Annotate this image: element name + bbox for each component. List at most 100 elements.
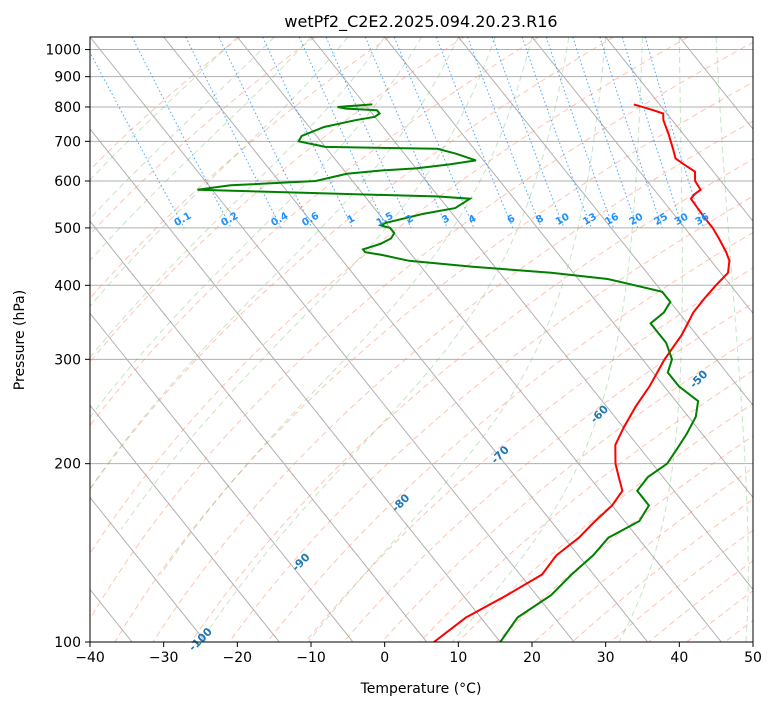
dry-adiabat-line [90,37,614,490]
mixing-ratio-line [435,37,514,229]
y-tick-label: 300 [54,352,81,368]
x-axis-ticks: −40 −30 −20 −10 0 10 20 30 40 50 [75,642,762,666]
mixing-ratio-line [185,37,282,229]
moist-adiabat-line [307,37,607,642]
dry-adiabat-line [381,336,753,642]
dry-adiabat-line [343,302,753,642]
moist-adiabat-line [451,37,643,642]
isotherm-line [752,37,753,38]
dry-adiabat-line [90,37,465,363]
moist-adiabat-line [715,37,749,642]
moist-adiabat-line [618,37,683,642]
profile-lines [197,103,731,642]
mixing-ratio-line [545,37,614,229]
dry-adiabat-label: -80 [389,491,412,514]
mixing-ratio-line [325,37,412,229]
mixing-ratio-label: 2 [404,213,416,226]
isotherm-line [90,128,501,642]
dry-adiabat-line [90,37,241,171]
mixing-ratio-label: 0.1 [173,211,194,229]
dry-adiabat-line [305,267,753,642]
mixing-ratio-line [644,37,705,229]
mixing-ratio-label: 4 [467,213,479,226]
isotherm-line [90,220,428,642]
dry-adiabat-line [648,560,753,642]
x-tick-label: 30 [597,650,615,666]
line-labels: 0.1 0.2 0.4 0.6 1 1.5 2 3 4 6 8 10 13 16 20 25 30 36-100-… [173,211,712,654]
mixing-ratio-label: 1 [346,213,358,226]
mixing-ratio-label: 20 [628,211,646,228]
dry-adiabat-line [90,37,316,236]
y-axis-ticks: 100 200 300 400 500 600 700 800 900 1000 [45,43,90,651]
mixing-ratio-line [467,37,542,229]
isotherm-line [0,37,58,642]
y-tick-label: 500 [54,221,81,237]
mixing-ratio-line [393,37,475,229]
dry-adiabat-line [114,81,753,642]
mixing-ratio-label: 30 [673,211,691,228]
grid-layer [0,37,753,642]
profile-series-line [197,103,700,642]
isotherm-line [310,37,753,591]
moist-adiabat-line [208,37,570,630]
isotherm-line [90,496,207,642]
dry-adiabat-line [763,37,775,642]
x-tick-label: 40 [670,650,688,666]
x-tick-label: −40 [75,650,105,666]
y-tick-label: 600 [54,174,81,190]
y-tick-label: 800 [54,100,81,116]
mixing-ratio-line [621,37,684,229]
y-tick-label: 900 [54,70,81,86]
chart-title: wetPf2_C2E2.2025.094.20.23.R16 [284,12,557,32]
isotherm-line [457,37,753,407]
profile-series-line [433,103,731,642]
y-tick-label: 400 [54,278,81,294]
moist-adiabat-line [90,37,349,307]
moist-adiabat-line [90,37,459,490]
x-tick-label: −10 [296,650,326,666]
isotherm-line [236,37,722,642]
y-tick-label: 100 [54,635,81,651]
x-tick-label: 0 [380,650,389,666]
mixing-ratio-line [572,37,639,229]
moist-adiabat-line [90,37,312,262]
dry-adiabat-line [457,403,753,642]
y-tick-label: 700 [54,134,81,150]
x-tick-label: 20 [523,650,541,666]
dry-adiabat-line [571,498,753,642]
isotherm-line [90,404,280,642]
y-tick-label: 1000 [45,43,81,59]
x-tick-label: −20 [223,650,253,666]
mixing-ratio-label: 13 [581,211,599,228]
isotherm-line [384,37,753,499]
dry-adiabat-line [228,195,753,642]
plot-frame [89,36,754,643]
isotherm-line [678,37,753,130]
moist-adiabat-line [90,37,386,359]
y-axis-label: Pressure (hPa) [12,290,28,390]
isotherm-line [90,312,354,642]
y-tick-label: 200 [54,457,81,473]
moist-adiabat-line [90,37,238,181]
mixing-ratio-label: 25 [652,211,670,228]
mixing-ratio-label: 36 [694,211,712,228]
dry-adiabat-line [90,37,689,555]
x-tick-label: 50 [744,650,762,666]
dry-adiabat-line [266,231,753,642]
dry-adiabat-label: -100 [186,625,215,654]
mixing-ratio-line [491,37,565,229]
x-tick-label: −30 [149,650,179,666]
dry-adiabat-line [90,37,390,300]
background-lines [90,37,775,642]
dry-adiabat-line [90,37,540,427]
moist-adiabat-line [90,37,275,220]
mixing-ratio-label: 10 [554,211,572,228]
mixing-ratio-line [262,37,353,229]
moist-adiabat-line [90,37,422,419]
dry-adiabat-label: -60 [588,402,611,425]
isotherm-line [531,37,753,315]
isotherm-line [605,37,753,222]
mixing-ratio-line [364,37,448,229]
dry-adiabat-line [610,529,753,642]
mixing-ratio-label: 6 [506,213,518,226]
